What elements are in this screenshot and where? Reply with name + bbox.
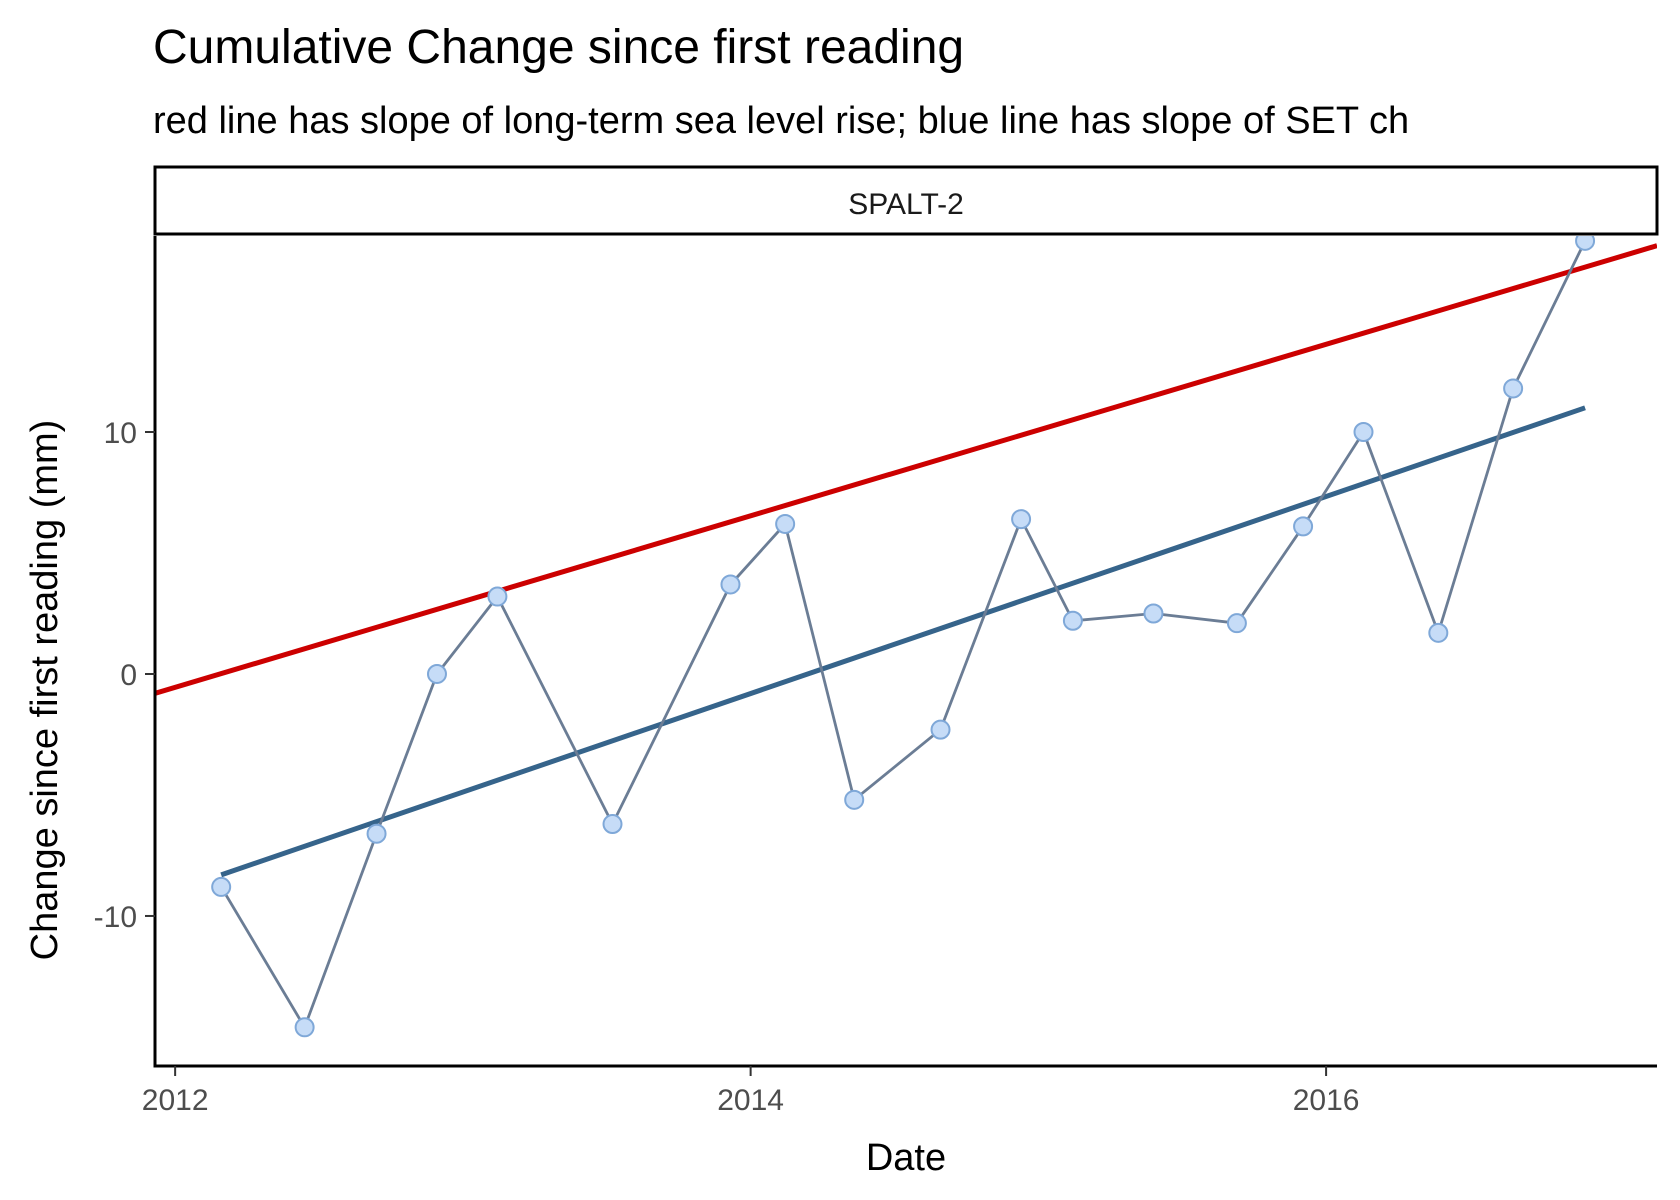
data-point [844, 789, 865, 810]
data-point [1503, 378, 1524, 399]
data-point [1143, 603, 1164, 624]
facet-strip [153, 165, 1659, 236]
data-point [487, 586, 508, 607]
data-point [602, 814, 623, 835]
data-point [1428, 622, 1449, 643]
data-point [1293, 516, 1314, 537]
y-axis-title: Change since first reading (mm) [24, 420, 66, 961]
x-axis-title: Date [866, 1137, 946, 1179]
data-point [1226, 613, 1247, 634]
y-tick-label: 10 [104, 417, 137, 450]
data-point [720, 574, 741, 595]
data-point [294, 1017, 315, 1038]
data-point [1011, 509, 1032, 530]
chart-subtitle: red line has slope of long-term sea leve… [153, 100, 1409, 142]
data-point [930, 719, 951, 740]
data-point [775, 513, 796, 534]
data-point [211, 876, 232, 897]
plot-content [155, 236, 1657, 1038]
x-tick-label: 2016 [1293, 1084, 1360, 1117]
chart-title: Cumulative Change since first reading [153, 21, 964, 74]
data-point [366, 823, 387, 844]
data-point [1575, 236, 1596, 251]
sea-level-rise-reference-line [155, 243, 1657, 696]
y-tick-label: -10 [94, 901, 137, 934]
x-tick-label: 2014 [717, 1084, 784, 1117]
plot-panel: 2012 2014 2016 -10 0 10 [94, 236, 1657, 1117]
series-line [219, 240, 1587, 1029]
facet-strip-label: SPALT-2 [848, 188, 964, 221]
set-change-trend-line [220, 405, 1586, 878]
data-point [1353, 422, 1374, 443]
data-point [426, 663, 447, 684]
data-point [1062, 610, 1083, 631]
x-tick-label: 2012 [142, 1084, 209, 1117]
y-tick-label: 0 [120, 659, 137, 692]
